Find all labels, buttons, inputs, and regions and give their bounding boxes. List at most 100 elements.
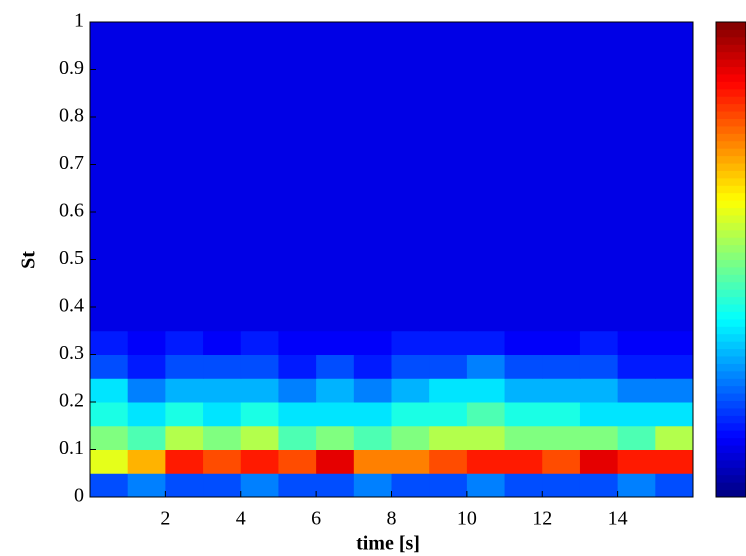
heat-cell xyxy=(542,283,581,308)
colorbar-segment xyxy=(716,274,746,283)
heat-cell xyxy=(203,45,242,70)
heat-cell xyxy=(240,164,279,189)
heat-cell xyxy=(240,378,279,403)
heat-cell xyxy=(203,259,242,284)
heat-cell xyxy=(240,330,279,355)
heat-cell xyxy=(316,378,355,403)
heat-cell xyxy=(466,212,506,237)
heat-cell xyxy=(466,164,506,189)
heat-cell xyxy=(278,330,317,355)
colorbar-segment xyxy=(716,36,746,45)
heat-cell xyxy=(579,235,619,260)
heat-cell xyxy=(429,259,468,284)
heat-cell xyxy=(391,212,430,237)
heat-cell xyxy=(429,402,468,427)
heat-cell xyxy=(203,22,242,47)
heat-cell xyxy=(90,402,129,427)
heat-cell xyxy=(542,354,581,379)
heat-cell xyxy=(579,259,619,284)
heat-cell xyxy=(504,188,543,213)
heat-cell xyxy=(655,425,694,450)
heat-cell xyxy=(579,117,619,142)
heat-cell xyxy=(391,45,430,70)
heat-cell xyxy=(391,283,430,308)
colorbar-segment xyxy=(716,400,746,409)
heat-cell xyxy=(617,22,656,47)
colorbar-segment xyxy=(716,326,746,335)
heat-cell xyxy=(90,45,129,70)
heat-cell xyxy=(466,140,506,165)
y-tick-label: 0.3 xyxy=(59,342,84,364)
heat-cell xyxy=(579,22,619,47)
heat-cell xyxy=(429,140,468,165)
heat-cell xyxy=(542,212,581,237)
heat-cell xyxy=(466,425,506,450)
heat-cell xyxy=(203,307,242,332)
heat-cell xyxy=(316,283,355,308)
heat-cell xyxy=(429,330,468,355)
heat-cell xyxy=(391,473,430,498)
heat-cell xyxy=(655,22,694,47)
heat-cell xyxy=(127,354,166,379)
heat-cell xyxy=(165,354,204,379)
heat-cell xyxy=(655,449,694,474)
heat-cell xyxy=(90,140,129,165)
heat-cell xyxy=(579,164,619,189)
heat-cell xyxy=(466,283,506,308)
heat-cell xyxy=(240,69,279,94)
colorbar-segment xyxy=(716,66,746,75)
heat-cell xyxy=(353,117,392,142)
heat-cell xyxy=(90,22,129,47)
heat-cell xyxy=(391,93,430,118)
heat-cell xyxy=(391,425,430,450)
heat-cell xyxy=(579,212,619,237)
heat-cell xyxy=(429,117,468,142)
heat-cell xyxy=(278,283,317,308)
colorbar-segment xyxy=(716,445,746,453)
heat-cell xyxy=(617,283,656,308)
heat-cell xyxy=(240,425,279,450)
colorbar-segment xyxy=(716,88,746,97)
heat-cell xyxy=(316,212,355,237)
heat-cell xyxy=(466,117,506,142)
heat-cell xyxy=(165,473,204,498)
heat-cell xyxy=(90,69,129,94)
heat-cell xyxy=(391,378,430,403)
heat-cell xyxy=(429,473,468,498)
heat-cell xyxy=(466,235,506,260)
heat-cell xyxy=(504,212,543,237)
heat-cell xyxy=(165,164,204,189)
colorbar-segment xyxy=(716,385,746,394)
heat-cell xyxy=(429,425,468,450)
heat-cell xyxy=(203,473,242,498)
heat-cell xyxy=(504,449,543,474)
heat-cell xyxy=(504,45,543,70)
heat-cell xyxy=(542,473,581,498)
heat-cell xyxy=(316,140,355,165)
heat-cell xyxy=(655,283,694,308)
heat-cell xyxy=(240,117,279,142)
heat-cell xyxy=(165,425,204,450)
heat-cell xyxy=(127,164,166,189)
heat-cell xyxy=(391,188,430,213)
heat-cell xyxy=(127,188,166,213)
colorbar-segment xyxy=(716,170,746,179)
heat-cell xyxy=(391,330,430,355)
heat-cell xyxy=(504,378,543,403)
heat-cell xyxy=(165,259,204,284)
colorbar-segment xyxy=(716,266,746,275)
heat-cell xyxy=(353,378,392,403)
heat-cell xyxy=(542,425,581,450)
heat-cell xyxy=(579,354,619,379)
heat-cell xyxy=(429,283,468,308)
heat-cell xyxy=(90,425,129,450)
colorbar-frame xyxy=(715,21,746,498)
colorbar-segment xyxy=(716,363,746,372)
heat-cell xyxy=(504,93,543,118)
heat-cell xyxy=(353,283,392,308)
heat-cell xyxy=(165,402,204,427)
heat-cell xyxy=(316,307,355,332)
heat-cell xyxy=(127,330,166,355)
heat-cell xyxy=(127,45,166,70)
heat-cell xyxy=(127,259,166,284)
